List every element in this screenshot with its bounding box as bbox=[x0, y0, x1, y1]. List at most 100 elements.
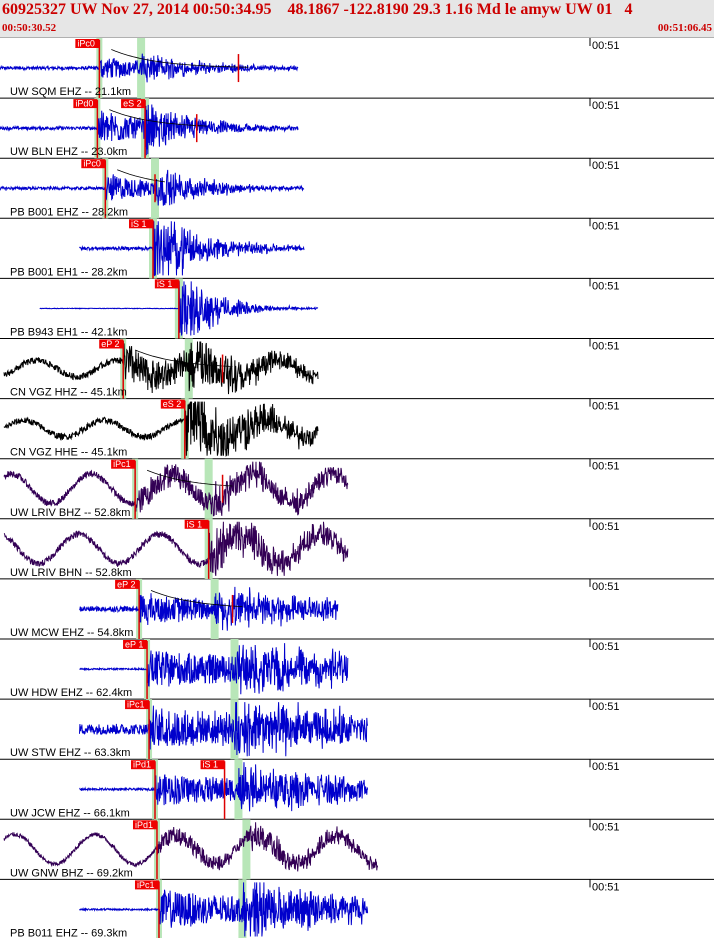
trace-label: UW STW EHZ -- 63.3km bbox=[10, 747, 130, 759]
pick-label: iS 1 bbox=[157, 279, 173, 289]
pick-label: iS 1 bbox=[187, 519, 203, 529]
waveform bbox=[3, 822, 379, 872]
pick-flag[interactable] bbox=[160, 399, 185, 409]
s-window-band bbox=[242, 819, 251, 880]
pick-label: eS 2 bbox=[163, 399, 182, 409]
pick-flag[interactable] bbox=[123, 640, 148, 649]
pick-label: eP 1 bbox=[125, 640, 143, 650]
waveform bbox=[0, 169, 305, 206]
waveform bbox=[0, 53, 299, 83]
waveform bbox=[3, 401, 319, 457]
trace-label: UW HDW EHZ -- 62.4km bbox=[10, 687, 132, 699]
s-window-band bbox=[230, 699, 239, 760]
time-tick-label: 00:51 bbox=[592, 220, 620, 232]
pick-label: iPd1 bbox=[133, 760, 151, 770]
time-tick-label: 00:51 bbox=[592, 160, 620, 172]
waveform bbox=[79, 762, 369, 812]
pick-label: eP 2 bbox=[117, 579, 135, 589]
pick-flag[interactable] bbox=[111, 459, 136, 469]
trace-label: UW SQM EHZ -- 21.1km bbox=[10, 86, 131, 98]
trace-jcw-ehz[interactable]: 00:51 iPd1 iS 1 UW JCW EHZ -- 66.1km bbox=[0, 759, 714, 820]
time-tick-label: 00:51 bbox=[592, 521, 620, 533]
trace-lriv-bhn[interactable]: 00:51 iS 1 UW LRIV BHN -- 52.8km bbox=[0, 518, 714, 580]
pick-label: iPd0 bbox=[75, 99, 93, 109]
pick-label: eS 2 bbox=[123, 99, 142, 109]
waveform bbox=[3, 521, 349, 576]
time-tick-label: 00:51 bbox=[592, 761, 620, 773]
coda-curve bbox=[146, 469, 233, 487]
pick-flag[interactable] bbox=[75, 39, 100, 48]
coda-curve bbox=[150, 590, 243, 607]
pick-flag[interactable] bbox=[115, 579, 140, 589]
pick-flag[interactable] bbox=[99, 339, 124, 349]
trace-label: PB B943 EH1 -- 42.1km bbox=[10, 327, 127, 339]
trace-b011-ehz[interactable]: 00:51 iPc1 PB B011 EHZ -- 69.3km bbox=[0, 879, 714, 938]
event-title: 60925327 UW Nov 27, 2014 00:50:34.95 48.… bbox=[2, 1, 633, 18]
trace-bln-ehz[interactable]: 00:51 iPd0 eS 2 UW BLN EHZ -- 23.0km bbox=[0, 98, 714, 159]
trace-label: UW MCW EHZ -- 54.8km bbox=[10, 627, 133, 639]
time-tick-label: 00:51 bbox=[592, 821, 620, 833]
pick-label: iPc0 bbox=[77, 39, 95, 49]
trace-label: UW JCW EHZ -- 66.1km bbox=[10, 807, 130, 819]
pick-label: iPd1 bbox=[135, 820, 153, 830]
time-tick-label: 00:51 bbox=[592, 641, 620, 653]
time-tick-label: 00:51 bbox=[592, 100, 620, 112]
coda-curve bbox=[134, 349, 233, 367]
waveform bbox=[79, 882, 369, 937]
event-header: 60925327 UW Nov 27, 2014 00:50:34.95 48.… bbox=[0, 0, 714, 38]
s-window-band bbox=[230, 639, 239, 700]
trace-b943-eh1[interactable]: 00:51 iS 1 PB B943 EH1 -- 42.1km bbox=[0, 278, 714, 339]
pick-flag[interactable] bbox=[132, 820, 157, 830]
trace-b001-eh1[interactable]: 00:51 iS 1 PB B001 EH1 -- 28.2km bbox=[0, 218, 714, 279]
waveform bbox=[79, 643, 349, 695]
seismogram-panel: 00:51 iPc0 UW SQM EHZ -- 21.1km 00:51 iPd0 eS… bbox=[0, 38, 714, 938]
waveform bbox=[79, 221, 305, 277]
time-tick-label: 00:51 bbox=[592, 581, 620, 593]
start-time-label: 00:50:30.52 bbox=[2, 22, 57, 34]
time-tick-label: 00:51 bbox=[592, 701, 620, 713]
pick-flag[interactable] bbox=[125, 700, 150, 710]
trace-label: UW LRIV BHZ -- 52.8km bbox=[10, 507, 130, 519]
pick-flag[interactable] bbox=[81, 159, 106, 169]
trace-label: UW LRIV BHN -- 52.8km bbox=[10, 567, 132, 579]
coda-curve bbox=[111, 49, 249, 68]
pick-label: iPc1 bbox=[137, 880, 155, 890]
pick-flag[interactable] bbox=[134, 880, 159, 890]
waveform bbox=[3, 341, 319, 395]
pick-flag[interactable] bbox=[73, 99, 98, 109]
pick-flag[interactable] bbox=[200, 760, 225, 770]
time-tick-label: 00:51 bbox=[592, 341, 620, 353]
pick-flag[interactable] bbox=[131, 760, 156, 770]
waveform bbox=[79, 586, 339, 631]
trace-label: CN VGZ HHZ -- 45.1km bbox=[10, 387, 127, 399]
pick-label: eP 2 bbox=[101, 339, 119, 349]
trace-label: PB B001 EHZ -- 28.2km bbox=[10, 206, 128, 218]
time-tick-label: 00:51 bbox=[592, 40, 620, 52]
pick-label: iS 1 bbox=[203, 760, 219, 770]
trace-hdw-ehz[interactable]: 00:51 eP 1 UW HDW EHZ -- 62.4km bbox=[0, 639, 714, 700]
pick-flag[interactable] bbox=[121, 99, 146, 109]
coda-curve bbox=[117, 169, 165, 183]
pick-label: iPc1 bbox=[127, 700, 145, 710]
time-tick-label: 00:51 bbox=[592, 461, 620, 473]
trace-vgz-hhz[interactable]: 00:51 eP 2 CN VGZ HHZ -- 45.1km bbox=[0, 338, 714, 400]
trace-vgz-hhe[interactable]: 00:51 eS 2 CN VGZ HHE -- 45.1km bbox=[0, 398, 714, 460]
coda-curve bbox=[109, 109, 207, 127]
trace-sqm-ehz[interactable]: 00:51 iPc0 UW SQM EHZ -- 21.1km bbox=[0, 38, 714, 99]
pick-flag[interactable] bbox=[154, 279, 179, 289]
waveform bbox=[0, 104, 299, 156]
trace-stw-ehz[interactable]: 00:51 iPc1 UW STW EHZ -- 63.3km bbox=[0, 699, 714, 760]
pick-label: iPc0 bbox=[83, 159, 101, 169]
trace-mcw-ehz[interactable]: 00:51 eP 2 UW MCW EHZ -- 54.8km bbox=[0, 578, 714, 640]
trace-lriv-bhz[interactable]: 00:51 iPc1 UW LRIV BHZ -- 52.8km bbox=[0, 458, 714, 520]
trace-label: PB B011 EHZ -- 69.3km bbox=[10, 928, 127, 938]
time-tick-label: 00:51 bbox=[592, 881, 620, 893]
trace-label: CN VGZ HHE -- 45.1km bbox=[10, 447, 127, 459]
waveform bbox=[79, 702, 369, 757]
trace-gnw-bhz[interactable]: 00:51 iPd1 UW GNW BHZ -- 69.2km bbox=[0, 819, 714, 880]
trace-b001-ehz[interactable]: 00:51 iPc0 PB B001 EHZ -- 28.2km bbox=[0, 158, 714, 219]
waveform bbox=[3, 461, 349, 517]
pick-flag[interactable] bbox=[184, 519, 209, 529]
pick-label: iS 1 bbox=[131, 219, 147, 229]
pick-flag[interactable] bbox=[129, 219, 154, 229]
